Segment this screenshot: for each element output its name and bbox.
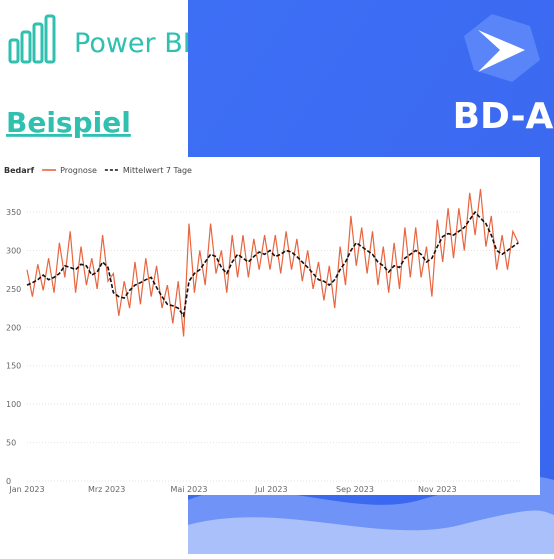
x-tick-label: Mai 2023 <box>170 485 207 494</box>
chart-panel <box>0 157 540 495</box>
x-tick-label: Mrz 2023 <box>88 485 125 494</box>
x-tick-label: Jan 2023 <box>8 485 44 494</box>
y-tick-label: 100 <box>6 400 21 409</box>
y-tick-label: 150 <box>6 362 21 371</box>
wave <box>188 510 554 554</box>
legend-title: Bedarf <box>4 166 35 175</box>
y-tick-label: 250 <box>6 285 21 294</box>
company-name: BD-A <box>453 96 554 137</box>
y-tick-label: 50 <box>6 439 16 448</box>
product-name: Power BI <box>74 28 191 59</box>
y-tick-label: 300 <box>6 246 21 255</box>
company-icon <box>464 14 540 82</box>
x-tick-label: Sep 2023 <box>336 485 374 494</box>
y-tick-label: 200 <box>6 323 21 332</box>
y-tick-label: 0 <box>6 477 11 486</box>
chart: 0 50 100 150 200 250 300 350 Jan 2023 Mrz 2023 Mai… <box>4 166 521 494</box>
series-line <box>26 210 519 318</box>
example-label: Beispiel <box>6 106 131 139</box>
x-tick-label: Jul 2023 <box>254 485 288 494</box>
series-line <box>26 188 519 337</box>
x-tick-label: Nov 2023 <box>418 485 457 494</box>
legend-label: Mittelwert 7 Tage <box>123 166 192 175</box>
powerbi-icon <box>8 14 56 64</box>
y-tick-label: 350 <box>6 208 21 217</box>
legend-label: Prognose <box>60 166 97 175</box>
